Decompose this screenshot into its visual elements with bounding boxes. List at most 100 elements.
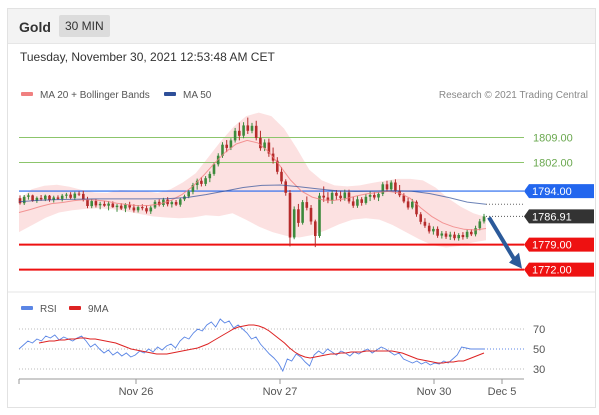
candle-body bbox=[326, 197, 330, 201]
candle-body bbox=[208, 173, 212, 179]
rsi9-legend-label: 9MA bbox=[88, 304, 109, 315]
level-tag-label-4: 1772.00 bbox=[532, 265, 572, 277]
candle-body bbox=[204, 178, 207, 184]
candle-body bbox=[27, 195, 30, 197]
chart-widget: Gold 30 MIN Tuesday, November 30, 2021 1… bbox=[7, 8, 596, 408]
ma20-line bbox=[18, 139, 487, 231]
ma20-legend-swatch bbox=[21, 92, 33, 96]
candle-body bbox=[347, 192, 351, 202]
level-tag-4 bbox=[524, 262, 594, 277]
candle-body bbox=[356, 199, 359, 206]
candle-body bbox=[309, 207, 313, 222]
candle-body bbox=[254, 125, 258, 138]
bollinger-band-fill bbox=[19, 112, 486, 248]
rsi-tick-50: 50 bbox=[533, 344, 545, 356]
ma50-legend-swatch bbox=[164, 92, 176, 96]
candle-body bbox=[461, 235, 465, 238]
candle-body bbox=[238, 130, 241, 136]
candle-body bbox=[301, 202, 304, 223]
candle-body bbox=[318, 195, 321, 236]
candle-body bbox=[200, 180, 203, 184]
candle-body bbox=[453, 234, 456, 239]
level-tag-2 bbox=[524, 184, 594, 199]
candle-body bbox=[381, 184, 385, 194]
rsi-legend: RSI 9MA bbox=[21, 304, 109, 315]
candle-body bbox=[360, 199, 363, 203]
candle-body bbox=[276, 160, 279, 172]
candle-body bbox=[478, 221, 482, 229]
candle-body bbox=[368, 195, 372, 197]
forecast-arrow-head bbox=[509, 252, 522, 269]
candle-body bbox=[44, 195, 47, 200]
candle-body bbox=[432, 228, 435, 232]
candle-body bbox=[124, 204, 127, 209]
rsi-legend-swatch bbox=[21, 306, 33, 310]
level-label-1: 1802.00 bbox=[533, 158, 573, 170]
candle-body bbox=[31, 195, 34, 201]
candle-body bbox=[394, 182, 397, 191]
candle-body bbox=[402, 195, 406, 202]
x-label-3: Dec 5 bbox=[488, 386, 517, 398]
candle-body bbox=[423, 221, 427, 226]
candle-body bbox=[111, 203, 115, 208]
candle-body bbox=[250, 125, 254, 131]
candle-body bbox=[474, 228, 477, 235]
candle-body bbox=[351, 201, 355, 206]
candle-body bbox=[195, 180, 199, 185]
candle-body bbox=[233, 130, 237, 141]
candle-body bbox=[377, 193, 380, 198]
x-label-2: Nov 30 bbox=[417, 386, 452, 398]
candle-body bbox=[187, 191, 190, 197]
candle-body bbox=[427, 225, 431, 232]
rsi-9ma-line bbox=[38, 324, 485, 364]
candle-body bbox=[229, 140, 233, 148]
candle-body bbox=[90, 201, 93, 207]
ma20-legend-label: MA 20 + Bollinger Bands bbox=[40, 90, 150, 101]
candle-body bbox=[415, 201, 418, 215]
candle-body bbox=[115, 205, 119, 208]
candle-body bbox=[470, 231, 473, 235]
candle-body bbox=[297, 209, 300, 223]
candle-body bbox=[411, 201, 414, 208]
candle-body bbox=[170, 202, 174, 205]
candle-body bbox=[465, 231, 469, 238]
candle-body bbox=[145, 208, 148, 212]
forecast-arrow-shaft bbox=[487, 216, 517, 262]
candle-body bbox=[419, 214, 422, 222]
candle-body bbox=[179, 199, 182, 205]
candle-body bbox=[157, 201, 161, 205]
candle-body bbox=[103, 203, 106, 206]
price-tags: 1809.00 1802.00 1794.00 1779.00 1772.00 1786.… bbox=[486, 133, 594, 277]
candle-body bbox=[174, 202, 178, 205]
candle-body bbox=[335, 192, 338, 196]
candle-body bbox=[246, 125, 250, 131]
rsi-legend-label: RSI bbox=[40, 304, 57, 315]
candle-body bbox=[65, 194, 68, 196]
candle-body bbox=[149, 207, 153, 212]
candle-body bbox=[259, 137, 262, 149]
candle-body bbox=[284, 181, 287, 193]
candle-body bbox=[221, 144, 224, 156]
candle-body bbox=[191, 185, 195, 192]
candle-body bbox=[263, 142, 266, 149]
candle-body bbox=[280, 171, 283, 182]
candle-body bbox=[436, 228, 439, 236]
research-credit: Research © 2021 Trading Central bbox=[439, 90, 588, 101]
candle-body bbox=[364, 196, 368, 203]
rsi-tick-30: 30 bbox=[533, 364, 545, 376]
timeframe-badge[interactable]: 30 MIN bbox=[59, 15, 110, 37]
x-label-1: Nov 27 bbox=[263, 386, 298, 398]
candle-body bbox=[288, 192, 292, 238]
current-price-label: 1786.91 bbox=[532, 211, 572, 223]
rsi-line bbox=[18, 318, 484, 373]
candle-body bbox=[444, 233, 448, 237]
candle-body bbox=[98, 203, 102, 206]
moving-averages bbox=[18, 139, 487, 231]
price-legend: MA 20 + Bollinger Bands MA 50 Research ©… bbox=[21, 90, 588, 101]
candle-body bbox=[39, 197, 43, 200]
candle-body bbox=[86, 199, 89, 206]
candle-body bbox=[385, 184, 389, 190]
candle-body bbox=[107, 203, 110, 206]
level-tag-label-2: 1794.00 bbox=[532, 186, 572, 198]
candle-body bbox=[141, 207, 144, 209]
